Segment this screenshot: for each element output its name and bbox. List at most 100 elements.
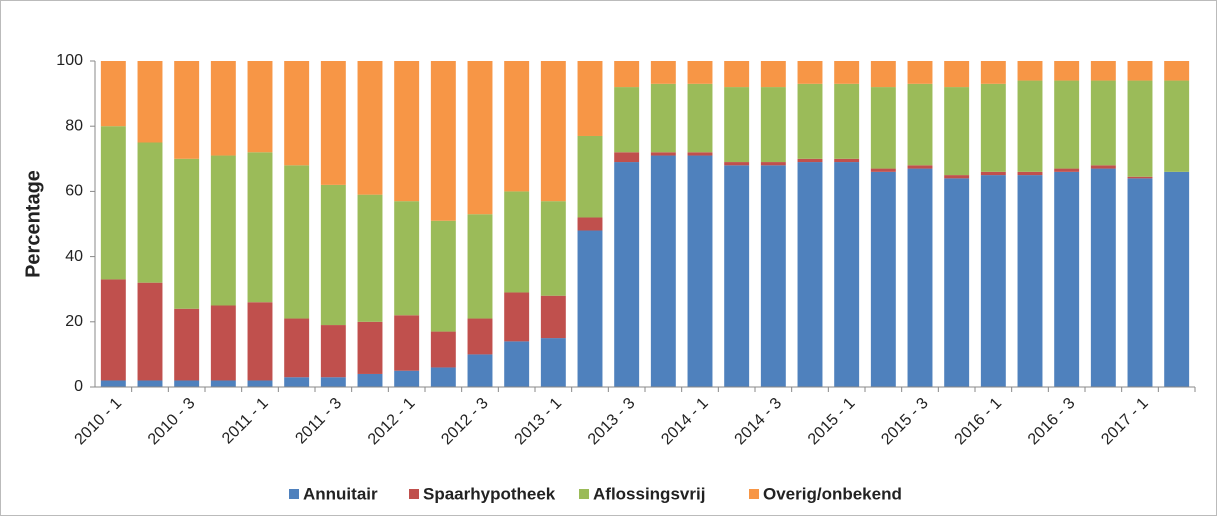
bar-segment (504, 341, 530, 387)
bar-segment (760, 162, 786, 166)
bar-segment (430, 367, 456, 387)
bar-segment (797, 162, 823, 387)
legend-label: Annuitair (303, 484, 378, 503)
bar-segment (540, 201, 566, 296)
bar-segment (870, 171, 896, 387)
bar-segment (650, 152, 676, 156)
bar-segment (504, 191, 530, 293)
bar-segment (320, 377, 346, 387)
bar-segment (1054, 171, 1080, 387)
bar-segment (320, 61, 346, 185)
bar-segment (210, 380, 236, 387)
bar-segment (137, 282, 163, 381)
bar-segment (1090, 168, 1116, 387)
bar-segment (724, 61, 750, 88)
bar-segment (174, 61, 200, 159)
bar-segment (430, 61, 456, 221)
bar-segment (100, 61, 126, 127)
bar-segment (210, 61, 236, 156)
bar-segment (540, 61, 566, 202)
legend-label: Overig/onbekend (763, 484, 902, 503)
bar-segment (980, 83, 1006, 172)
bar-segment (174, 308, 200, 381)
bar-segment (394, 61, 420, 202)
y-tick-label: 0 (74, 378, 83, 395)
bar-segment (577, 217, 603, 231)
bar-segment (650, 155, 676, 387)
bar-segment (247, 61, 273, 153)
bar-segment (907, 83, 933, 166)
bar-segment (137, 142, 163, 283)
bar-segment (870, 168, 896, 172)
bar-segment (540, 295, 566, 339)
bar-segment (284, 165, 310, 319)
bar-segment (174, 380, 200, 387)
bar-segment (1127, 178, 1153, 387)
bar-segment (687, 83, 713, 153)
bar-segment (247, 152, 273, 303)
bar-segment (430, 220, 456, 332)
bar-segment (1017, 80, 1043, 172)
bar-segment (357, 61, 383, 195)
bar-segment (100, 380, 126, 387)
bar-segment (907, 61, 933, 84)
bar-segment (760, 61, 786, 88)
bar-segment (320, 325, 346, 378)
bar-segment (504, 292, 530, 342)
bar-segment (284, 61, 310, 166)
bar-segment (504, 61, 530, 192)
bar-segment (467, 318, 493, 355)
bar-segment (1090, 165, 1116, 169)
bar-segment (687, 61, 713, 84)
bar-segment (284, 377, 310, 387)
legend-swatch (749, 489, 759, 499)
legend-label: Spaarhypotheek (423, 484, 556, 503)
bar-segment (357, 321, 383, 374)
bar-segment (1127, 61, 1153, 81)
bar-segment (100, 126, 126, 280)
bar-segment (650, 61, 676, 84)
bar-segment (1017, 171, 1043, 176)
y-tick-label: 100 (56, 52, 83, 69)
bar-segment (797, 158, 823, 163)
bar-segment (687, 155, 713, 387)
bar-segment (1054, 168, 1080, 172)
bar-segment (797, 61, 823, 84)
bar-segment (944, 61, 970, 88)
bar-segment (1090, 61, 1116, 81)
legend-swatch (289, 489, 299, 499)
bar-segment (357, 194, 383, 322)
bar-segment (834, 61, 860, 84)
bar-segment (614, 87, 640, 153)
y-axis-label: Percentage (22, 170, 44, 278)
bar-segment (834, 158, 860, 163)
bar-segment (1164, 171, 1190, 387)
bar-segment (1054, 80, 1080, 169)
bar-segment (247, 380, 273, 387)
bar-segment (247, 302, 273, 381)
bar-segment (100, 279, 126, 381)
bar-segment (870, 61, 896, 88)
bar-segment (1127, 80, 1153, 177)
bar-segment (760, 165, 786, 387)
bar-segment (724, 87, 750, 163)
bar-segment (1164, 61, 1190, 81)
bar-segment (467, 214, 493, 319)
bar-segment (1054, 61, 1080, 81)
bar-segment (357, 373, 383, 387)
bar-segment (577, 61, 603, 136)
legend-swatch (409, 489, 419, 499)
bar-segment (797, 83, 823, 159)
bar-segment (467, 61, 493, 215)
bar-segment (320, 184, 346, 326)
y-tick-label: 80 (65, 117, 83, 134)
bar-segment (577, 135, 603, 218)
bar-segment (467, 354, 493, 387)
bar-segment (137, 380, 163, 387)
bar-segment (174, 158, 200, 309)
bar-segment (980, 171, 1006, 176)
bar-segment (394, 315, 420, 371)
bar-segment (1127, 176, 1153, 179)
bar-segment (724, 162, 750, 166)
